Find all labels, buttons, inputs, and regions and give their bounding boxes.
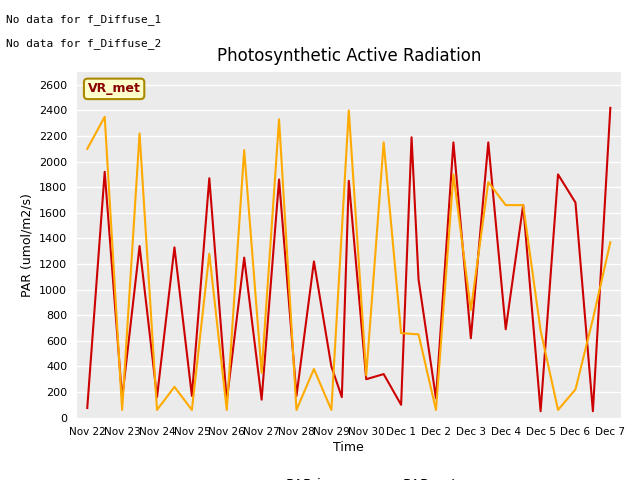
Text: VR_met: VR_met [88, 83, 141, 96]
Text: No data for f_Diffuse_2: No data for f_Diffuse_2 [6, 38, 162, 49]
X-axis label: Time: Time [333, 441, 364, 454]
Title: Photosynthetic Active Radiation: Photosynthetic Active Radiation [216, 47, 481, 65]
Y-axis label: PAR (umol/m2/s): PAR (umol/m2/s) [20, 193, 33, 297]
Text: No data for f_Diffuse_1: No data for f_Diffuse_1 [6, 14, 162, 25]
Legend: PAR in, PAR out: PAR in, PAR out [235, 473, 463, 480]
